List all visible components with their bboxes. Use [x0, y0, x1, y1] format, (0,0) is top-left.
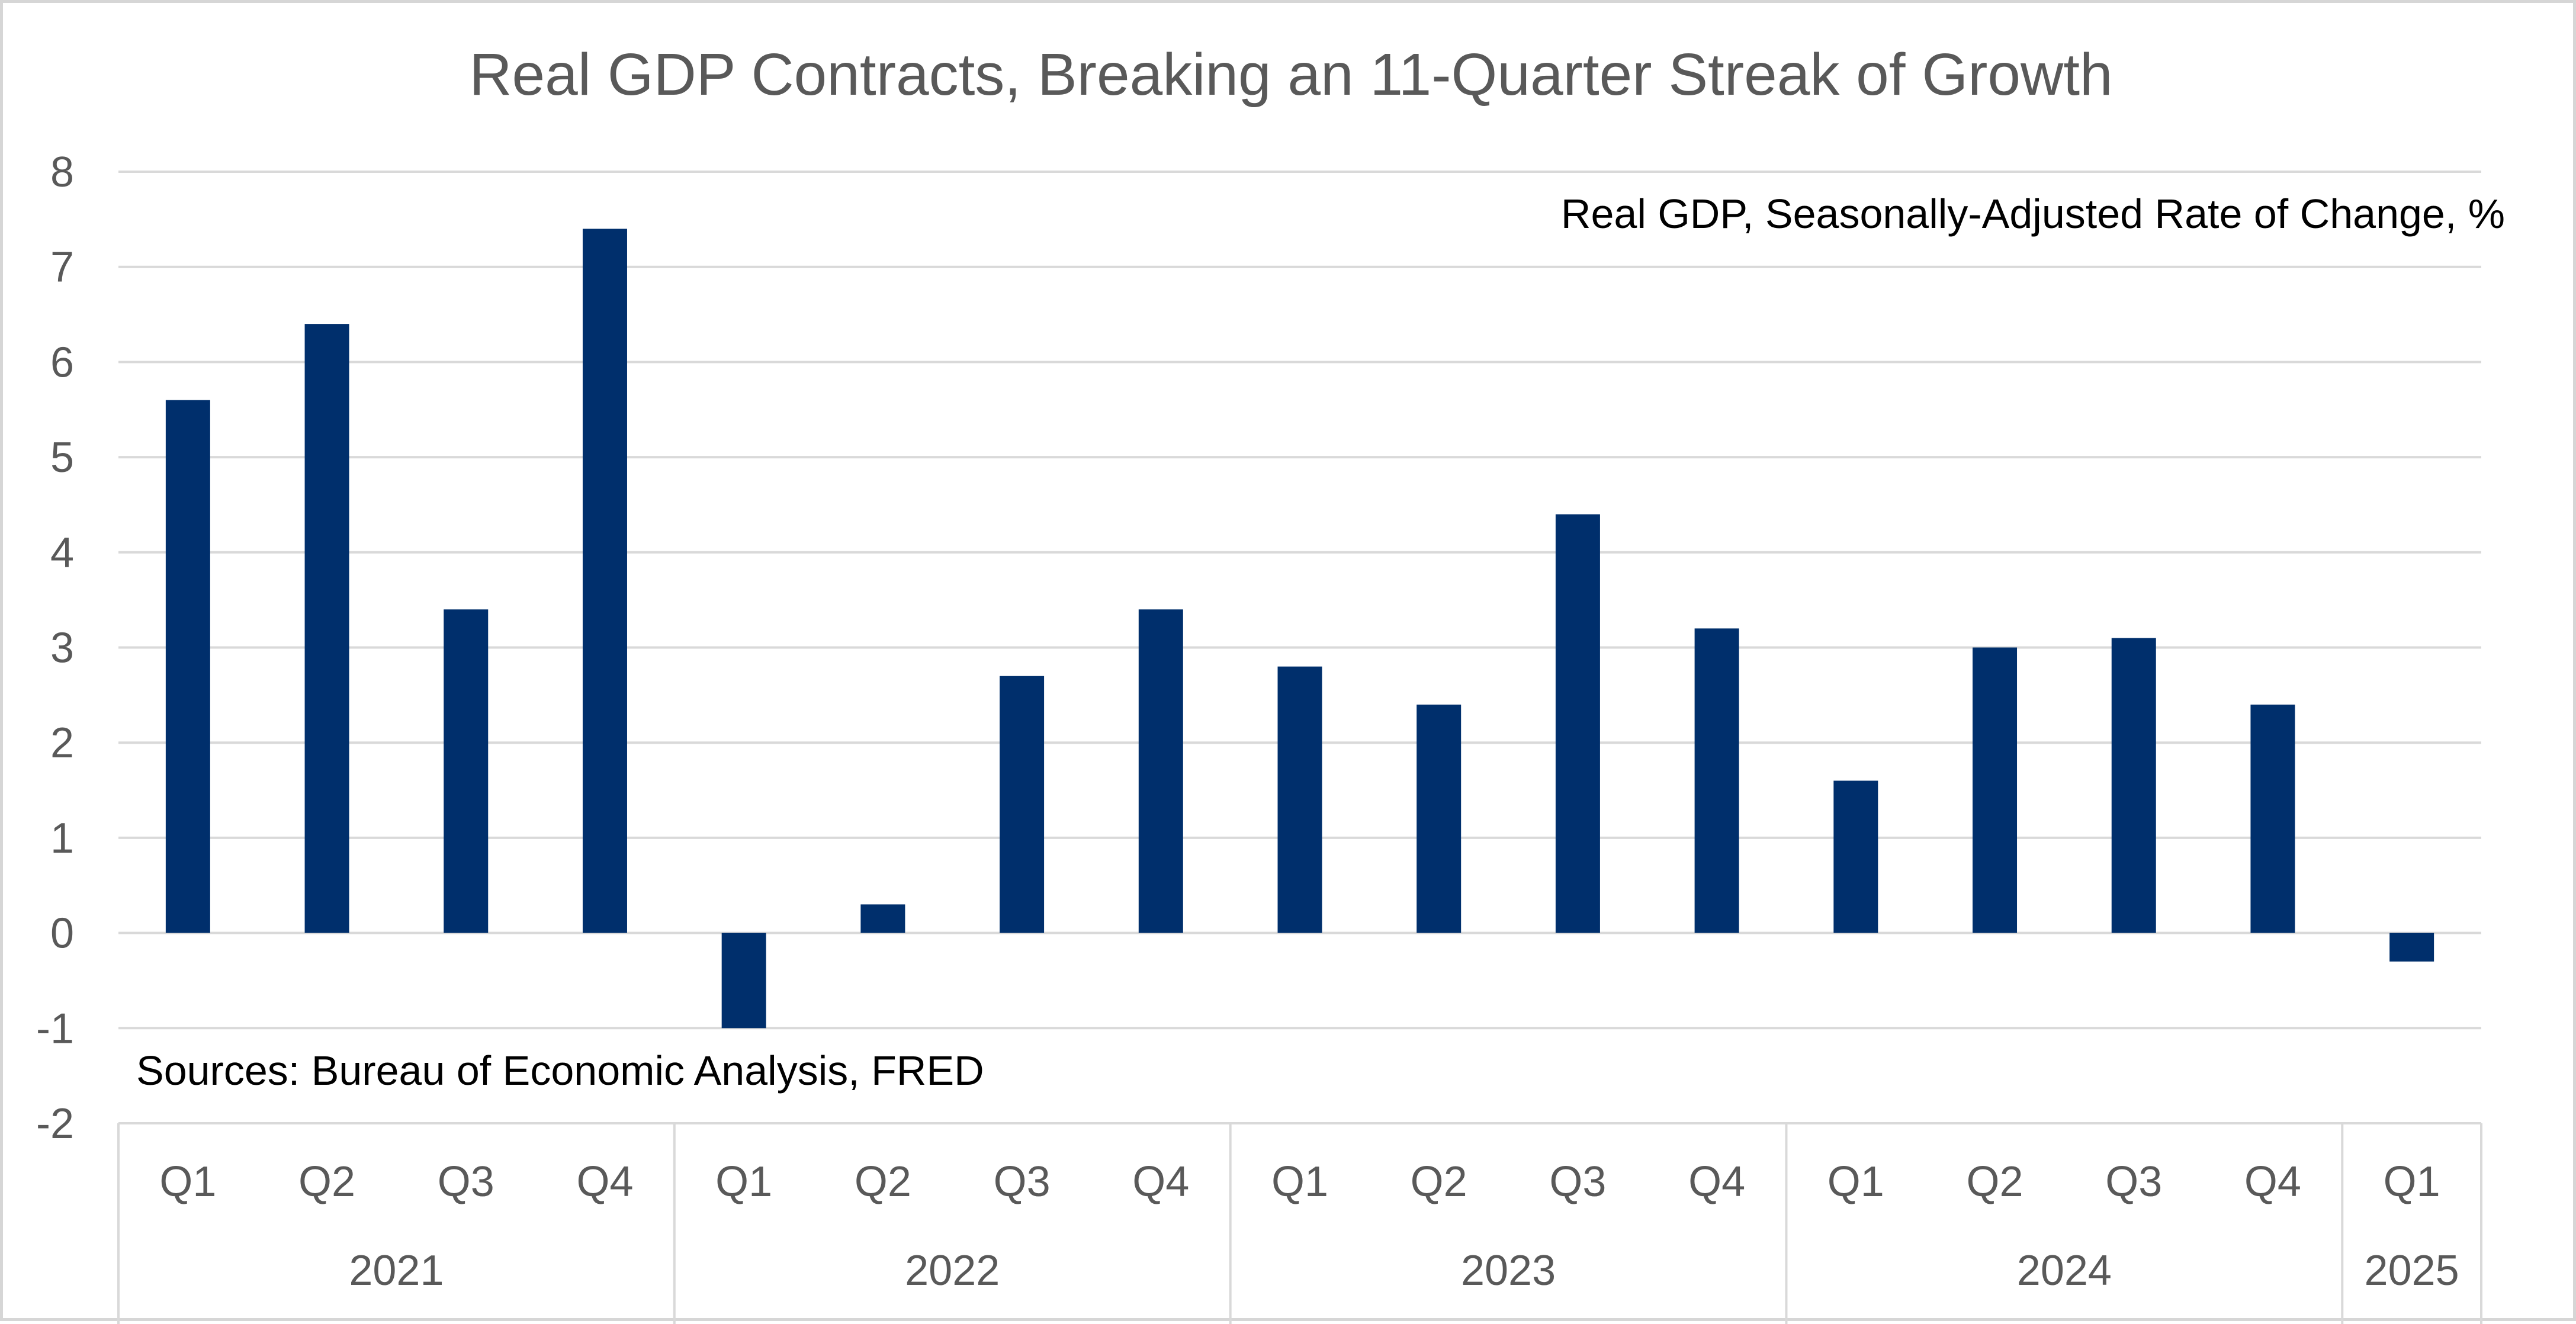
quarter-label: Q2 — [855, 1158, 911, 1206]
y-axis-ticks: -2 -1 0 1 2 3 4 5 6 7 8 — [36, 149, 74, 1148]
bar-2024-q2 — [1973, 647, 2018, 933]
y-tick-label: 2 — [50, 719, 74, 767]
y-tick-label: -2 — [36, 1100, 74, 1148]
x-axis-categories: Q1 Q2 Q3 Q4 Q1 Q2 Q3 Q4 Q1 Q2 Q3 Q4 Q1 Q2 Q3 Q4 Q1 2021 20… — [117, 1123, 2482, 1324]
source-note: Sources: Bureau of Economic Analysis, FR… — [136, 1047, 984, 1094]
y-tick-label: 3 — [50, 625, 74, 672]
y-tick-label: -1 — [36, 1005, 74, 1052]
quarter-label: Q1 — [715, 1158, 772, 1206]
quarter-label: Q4 — [1132, 1158, 1189, 1206]
bar-2021-q2 — [304, 324, 349, 933]
quarter-label: Q3 — [994, 1158, 1051, 1206]
year-label: 2025 — [2365, 1247, 2459, 1294]
bars — [165, 229, 2434, 1029]
quarter-label: Q3 — [2105, 1158, 2162, 1206]
year-label: 2022 — [905, 1247, 1000, 1294]
bar-2022-q2 — [860, 904, 905, 933]
year-label: 2021 — [349, 1247, 444, 1294]
y-tick-label: 5 — [50, 434, 74, 481]
bar-2023-q2 — [1417, 704, 1462, 933]
quarter-label: Q4 — [2244, 1158, 2301, 1206]
year-label: 2023 — [1461, 1247, 1556, 1294]
quarter-label: Q3 — [438, 1158, 494, 1206]
gdp-bar-chart: Real GDP Contracts, Breaking an 11-Quart… — [36, 41, 2505, 1324]
y-tick-label: 1 — [50, 815, 74, 862]
bar-2023-q4 — [1694, 628, 1739, 933]
bar-2021-q3 — [444, 609, 489, 933]
quarter-label: Q1 — [1271, 1158, 1328, 1206]
quarter-label: Q4 — [576, 1158, 633, 1206]
bar-2021-q4 — [582, 229, 627, 933]
quarter-label: Q2 — [1967, 1158, 2023, 1206]
year-label: 2024 — [2017, 1247, 2112, 1294]
quarter-label: Q1 — [2384, 1158, 2440, 1206]
quarter-label: Q3 — [1549, 1158, 1606, 1206]
quarter-label: Q2 — [1411, 1158, 1467, 1206]
y-tick-label: 4 — [50, 529, 74, 577]
bar-2022-q1 — [721, 933, 766, 1029]
y-tick-label: 7 — [50, 244, 74, 291]
bar-2022-q3 — [1000, 676, 1045, 933]
quarter-label: Q4 — [1688, 1158, 1745, 1206]
y-tick-label: 8 — [50, 149, 74, 196]
bar-2024-q1 — [1833, 780, 1878, 933]
quarter-label: Q2 — [298, 1158, 355, 1206]
bar-2023-q3 — [1555, 514, 1600, 933]
bar-2025-q1 — [2389, 933, 2434, 962]
bar-2021-q1 — [165, 400, 210, 933]
quarter-label: Q1 — [1827, 1158, 1884, 1206]
series-label: Real GDP, Seasonally-Adjusted Rate of Ch… — [1561, 191, 2505, 237]
bar-2024-q3 — [2111, 638, 2156, 933]
y-tick-label: 0 — [50, 910, 74, 957]
chart-title: Real GDP Contracts, Breaking an 11-Quart… — [469, 41, 2112, 108]
y-tick-label: 6 — [50, 339, 74, 386]
quarter-label: Q1 — [159, 1158, 216, 1206]
bar-2023-q1 — [1277, 666, 1322, 933]
bar-2024-q4 — [2250, 704, 2295, 933]
bar-2022-q4 — [1138, 609, 1183, 933]
